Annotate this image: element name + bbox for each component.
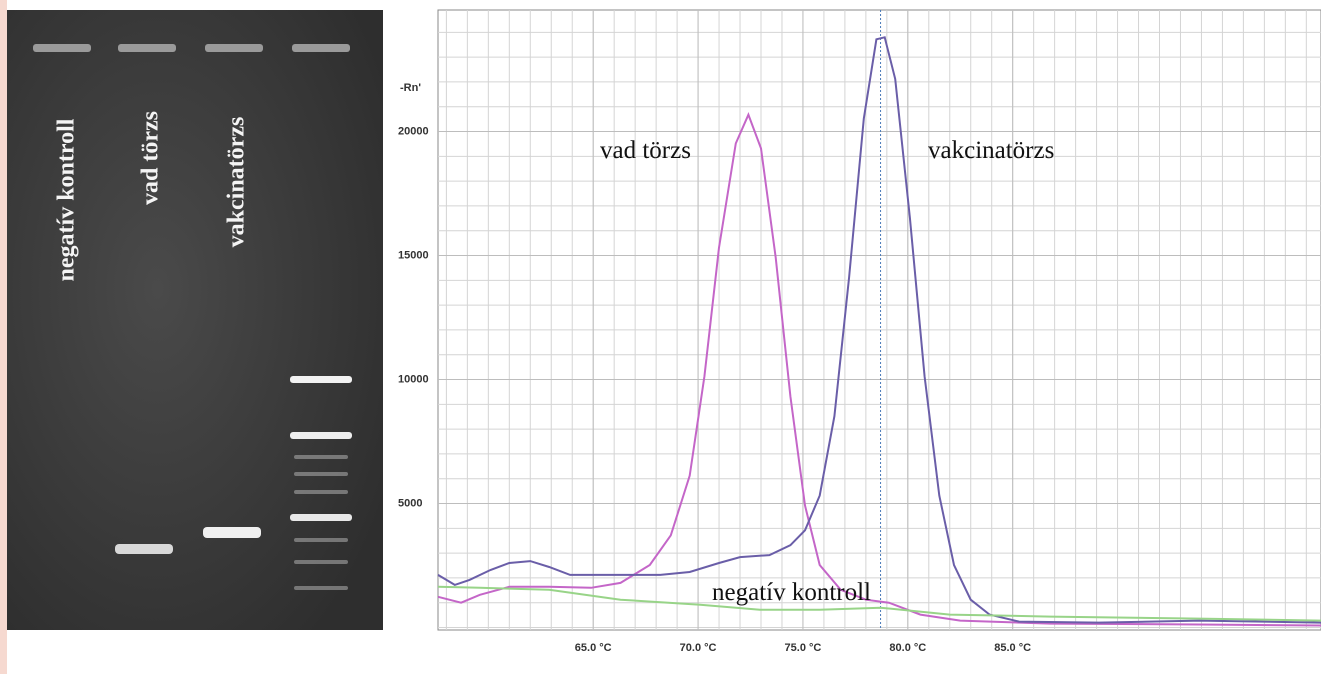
ladder — [290, 376, 352, 590]
y-tick-label: 10000 — [398, 373, 429, 385]
side-strip — [0, 0, 7, 674]
lane-label: negatív kontroll — [54, 118, 80, 281]
x-tick-label: 75.0 °C — [785, 642, 822, 654]
annotation: negatív kontroll — [712, 579, 871, 606]
y-tick-label: 5000 — [398, 497, 422, 509]
annotation: vad törzs — [600, 137, 691, 164]
lane-label: vakcinatörzs — [224, 117, 250, 248]
series-line — [437, 585, 1321, 622]
gel — [7, 10, 383, 630]
x-tick-label: 80.0 °C — [889, 642, 926, 654]
band — [203, 527, 261, 538]
annotation: vakcinatörzs — [928, 137, 1054, 164]
wells — [33, 44, 350, 52]
y-axis-label: -Rn' — [400, 82, 421, 94]
band — [115, 544, 173, 554]
series-line — [437, 36, 1321, 624]
plot-area — [437, 9, 1321, 631]
gel-image: negatív kontroll vad törzs vakcinatörzs — [7, 10, 383, 630]
lane-label: vad törzs — [138, 111, 164, 205]
grid — [438, 10, 1321, 630]
x-tick-label: 65.0 °C — [575, 642, 612, 654]
x-tick-label: 85.0 °C — [994, 642, 1031, 654]
plot — [437, 10, 1321, 630]
y-tick-label: 20000 — [398, 125, 429, 137]
x-tick-label: 70.0 °C — [680, 642, 717, 654]
y-tick-label: 15000 — [398, 249, 429, 261]
